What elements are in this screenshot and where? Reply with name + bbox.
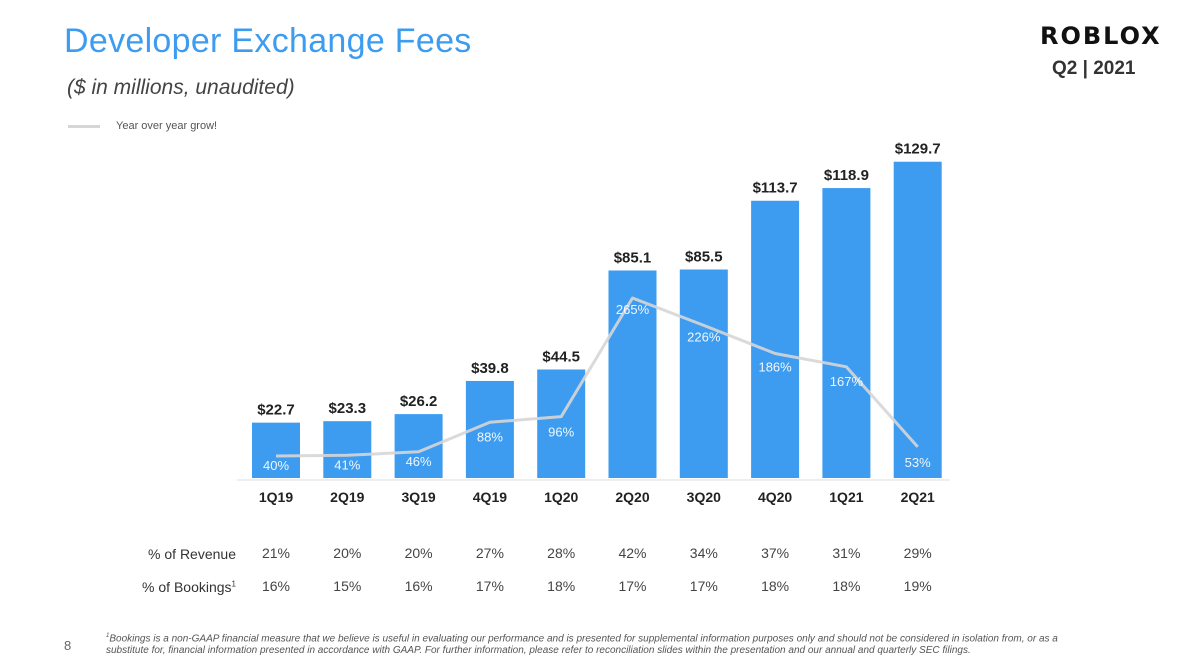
yoy-line-layer: [275, 296, 919, 458]
slide-subtitle: ($ in millions, unaudited): [67, 76, 295, 99]
period-label: Q2 | 2021: [1052, 58, 1136, 79]
slide-title: Developer Exchange Fees: [64, 22, 472, 60]
x-tick-label: 2Q21: [901, 489, 935, 505]
yoy-percent-label: 226%: [687, 329, 721, 344]
x-tick-label: 1Q21: [829, 489, 863, 505]
bar-1Q19: [252, 422, 300, 478]
x-tick-label: 4Q19: [473, 489, 507, 505]
bar-value-label: $113.7: [753, 180, 798, 197]
bar-1Q21: [822, 188, 871, 478]
bar-4Q20: [751, 200, 800, 478]
bar-value-label: $85.5: [685, 249, 723, 266]
x-tick-label: 3Q20: [687, 489, 721, 505]
footnote-marker: 1: [106, 633, 110, 639]
legend-label: Year over year grow!: [116, 120, 218, 132]
bar-value-label: $85.1: [614, 249, 652, 266]
yoy-growth-line: [275, 296, 919, 458]
page-number: 8: [64, 638, 72, 653]
revenue-percent-cell: 20%: [333, 545, 362, 561]
bar-value-label: $129.7: [895, 141, 941, 158]
footnote-text: Bookings is a non-GAAP financial measure…: [106, 633, 1058, 657]
bar-value-label: $26.2: [400, 393, 438, 410]
bookings-percent-cell: 17%: [689, 578, 718, 594]
x-tick-label: 1Q20: [544, 489, 578, 505]
yoy-percent-label: 88%: [477, 429, 503, 444]
yoy-percent-label: 41%: [334, 457, 360, 472]
developer-exchange-fees-chart: $22.7 40% 1Q19 $23.3 41% 2Q19 $26.2 46% 3Q19 $39.…: [237, 141, 950, 505]
bar-2Q19: [323, 421, 372, 478]
bookings-percent-cell: 16%: [404, 578, 433, 594]
legend-line-swatch: [68, 124, 100, 128]
bookings-row-label: % of Bookings1: [0, 579, 236, 595]
yoy-percent-label: 186%: [758, 359, 792, 374]
revenue-percent-cell: 20%: [404, 545, 433, 561]
yoy-percent-label: 53%: [905, 455, 931, 470]
bar-value-label: $118.9: [824, 167, 869, 184]
x-tick-label: 3Q19: [401, 489, 435, 505]
bookings-footnote-marker: 1: [231, 579, 236, 589]
bookings-percent-cell: 18%: [832, 578, 861, 594]
x-tick-label: 1Q19: [259, 489, 293, 505]
bookings-percent-cell: 15%: [333, 578, 362, 594]
bookings-row-label-text: % of Bookings: [142, 579, 232, 595]
revenue-percent-cell: 28%: [547, 545, 576, 561]
bar-value-label: $44.5: [542, 348, 580, 365]
yoy-percent-label: 96%: [548, 425, 574, 440]
bookings-percent-cell: 17%: [618, 578, 647, 594]
bar-value-label: $23.3: [329, 400, 367, 417]
bookings-percent-cell: 18%: [547, 578, 576, 594]
bookings-percent-cell: 16%: [261, 578, 291, 594]
bar-3Q20: [679, 269, 728, 478]
bookings-percent-cell: 17%: [475, 578, 504, 594]
bookings-percent-cell: 18%: [761, 578, 790, 594]
bar-value-label: $22.7: [257, 402, 295, 419]
revenue-row-label: % of Revenue: [148, 546, 236, 562]
labels-layer: $22.7 40% 1Q19 $23.3 41% 2Q19 $26.2 46% 3Q19 $39.…: [257, 141, 940, 505]
bar-value-label: $39.8: [471, 360, 509, 377]
revenue-percent-cell: 21%: [261, 545, 291, 561]
revenue-percent-cell: 27%: [475, 545, 504, 561]
roblox-logo: ROBLOX: [1040, 22, 1162, 50]
x-tick-label: 2Q19: [330, 489, 364, 505]
revenue-percent-cell: 31%: [832, 545, 861, 561]
footnote: 1Bookings is a non-GAAP financial measur…: [106, 630, 1098, 657]
chart-legend: Year over year grow!: [68, 118, 217, 134]
yoy-percent-label: 265%: [616, 302, 650, 317]
revenue-percent-cell: 34%: [689, 545, 718, 561]
yoy-percent-label: 40%: [263, 458, 289, 473]
bookings-percent-cell: 19%: [903, 578, 932, 594]
bar-2Q21: [893, 161, 942, 478]
x-tick-label: 4Q20: [758, 489, 792, 505]
revenue-percent-cell: 37%: [761, 545, 790, 561]
revenue-percent-cell: 29%: [903, 545, 932, 561]
yoy-percent-label: 46%: [406, 454, 432, 469]
yoy-percent-label: 167%: [830, 374, 864, 389]
bars-layer: [252, 161, 942, 478]
x-tick-label: 2Q20: [615, 489, 649, 505]
revenue-percent-cell: 42%: [618, 545, 647, 561]
